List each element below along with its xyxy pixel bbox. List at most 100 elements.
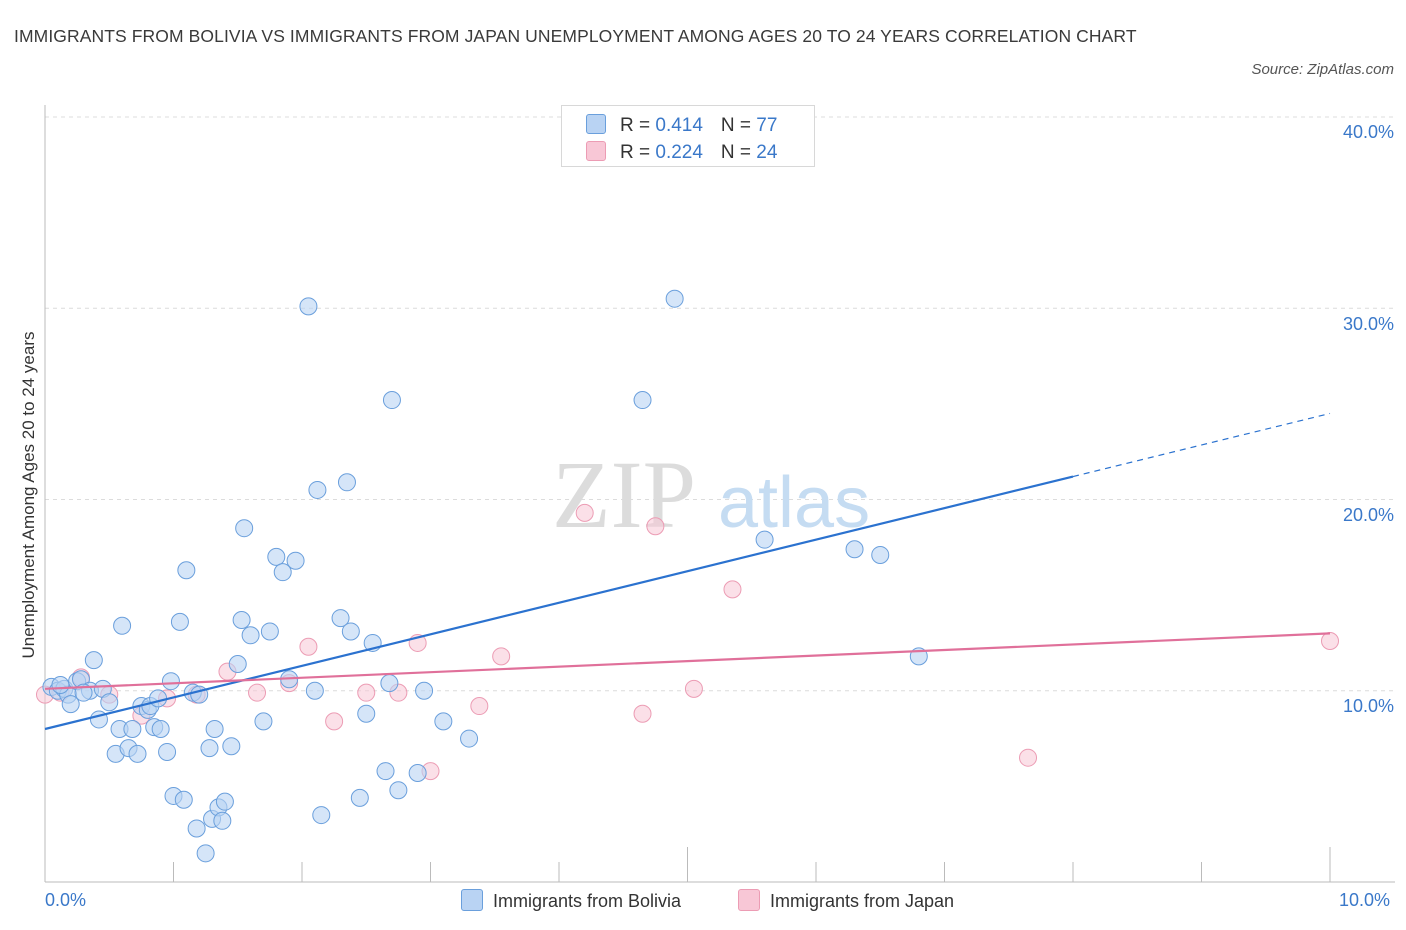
- japan-point: [325, 712, 344, 731]
- japan-point: [299, 637, 318, 656]
- bolivia-point: [113, 616, 132, 635]
- bolivia-point: [228, 654, 247, 673]
- bolivia-trend-extension: [1072, 412, 1331, 478]
- japan-point: [575, 503, 594, 522]
- bolivia-point: [84, 651, 103, 670]
- source-label: Source: ZipAtlas.com: [1251, 61, 1394, 78]
- bolivia-point: [376, 762, 395, 781]
- bolivia-legend-swatch: [461, 889, 483, 911]
- japan-point: [633, 704, 652, 723]
- japan-point: [723, 580, 742, 599]
- bolivia-point: [215, 792, 234, 811]
- japan-point: [492, 647, 511, 666]
- bolivia-point: [51, 676, 70, 695]
- bolivia-point: [382, 391, 401, 410]
- n-label: N =: [720, 115, 757, 136]
- japan-swatch: [586, 141, 606, 161]
- n-value: 77: [756, 115, 778, 136]
- bolivia-point: [350, 788, 369, 807]
- japan-point: [646, 517, 665, 536]
- bolivia-point: [123, 720, 142, 738]
- japan-point: [357, 683, 376, 702]
- bolivia-point: [408, 763, 427, 782]
- bolivia-swatch: [586, 114, 606, 134]
- legend-label-bolivia: Immigrants from Bolivia: [493, 891, 682, 911]
- y-tick-label: 10.0%: [1342, 696, 1394, 716]
- bolivia-point: [151, 720, 170, 738]
- bolivia-point: [205, 720, 224, 738]
- bolivia-point: [254, 712, 273, 731]
- bolivia-point: [100, 693, 119, 712]
- japan-trend-line: [44, 632, 1331, 690]
- legend-item-japan[interactable]: Immigrants from Japan: [738, 889, 954, 915]
- bolivia-point: [331, 609, 350, 628]
- r-value: 0.414: [655, 115, 703, 136]
- japan-point: [1321, 632, 1339, 651]
- japan-point: [248, 683, 267, 702]
- bolivia-point: [415, 681, 434, 700]
- bolivia-point: [665, 289, 684, 308]
- bolivia-point: [149, 689, 168, 708]
- bolivia-point: [235, 519, 254, 538]
- bolivia-point: [305, 681, 324, 700]
- bolivia-point: [299, 297, 318, 316]
- bolivia-point: [434, 712, 453, 731]
- r-label: R =: [620, 115, 656, 136]
- bolivia-point: [196, 844, 215, 863]
- bolivia-point: [633, 391, 652, 410]
- x-tick-label: 0.0%: [45, 890, 87, 910]
- bolivia-point: [341, 622, 360, 641]
- legend-label-japan: Immigrants from Japan: [770, 891, 955, 911]
- bolivia-point: [177, 561, 196, 580]
- n-label: N =: [720, 142, 757, 163]
- legend-row-japan: R = 0.224 N = 24: [586, 141, 777, 165]
- bolivia-point: [128, 744, 147, 763]
- watermark-zip: ZIP: [552, 441, 696, 548]
- bolivia-point: [267, 547, 286, 566]
- x-tick-label: 10.0%: [1339, 890, 1391, 910]
- bolivia-point: [187, 819, 206, 838]
- japan-point: [470, 697, 489, 716]
- bolivia-point: [845, 540, 864, 559]
- bolivia-point: [170, 612, 189, 631]
- bolivia-point: [200, 739, 219, 758]
- axes: [44, 105, 1395, 883]
- bolivia-point: [286, 551, 305, 570]
- bolivia-point: [308, 480, 327, 499]
- bolivia-point: [460, 729, 479, 748]
- bolivia-point: [222, 737, 241, 756]
- bolivia-point: [232, 610, 251, 629]
- bolivia-points: [42, 289, 928, 863]
- japan-point: [684, 679, 703, 698]
- watermark: ZIP atlas: [552, 441, 870, 548]
- y-tick-label: 30.0%: [1342, 314, 1394, 334]
- y-tick-label: 20.0%: [1342, 505, 1394, 525]
- bolivia-point: [871, 545, 890, 564]
- bolivia-point: [260, 622, 279, 641]
- japan-legend-swatch: [738, 889, 760, 911]
- bolivia-point: [241, 626, 260, 645]
- bolivia-point: [158, 742, 177, 761]
- n-value: 24: [756, 142, 778, 163]
- legend-row-bolivia: R = 0.414 N = 77: [586, 114, 777, 138]
- bolivia-point: [273, 563, 292, 582]
- grid-lines: [45, 116, 1395, 692]
- bolivia-point: [389, 781, 408, 800]
- bolivia-point: [357, 704, 376, 723]
- chart-title: IMMIGRANTS FROM BOLIVIA VS IMMIGRANTS FR…: [14, 26, 1137, 46]
- legend-item-bolivia[interactable]: Immigrants from Bolivia: [461, 889, 681, 915]
- bolivia-point: [755, 530, 774, 549]
- watermark-atlas: atlas: [718, 463, 870, 543]
- bolivia-point: [174, 790, 193, 809]
- r-value: 0.224: [655, 142, 703, 163]
- bolivia-point: [61, 695, 80, 714]
- bolivia-point: [337, 473, 356, 492]
- correlation-legend: R = 0.414 N = 77 R = 0.224 N = 24: [561, 105, 815, 167]
- trend-lines: [44, 412, 1331, 731]
- bolivia-point: [380, 674, 399, 693]
- japan-point: [1019, 748, 1038, 767]
- bolivia-trend-line: [44, 475, 1074, 731]
- bolivia-point: [213, 811, 232, 830]
- y-tick-label: 40.0%: [1342, 122, 1394, 142]
